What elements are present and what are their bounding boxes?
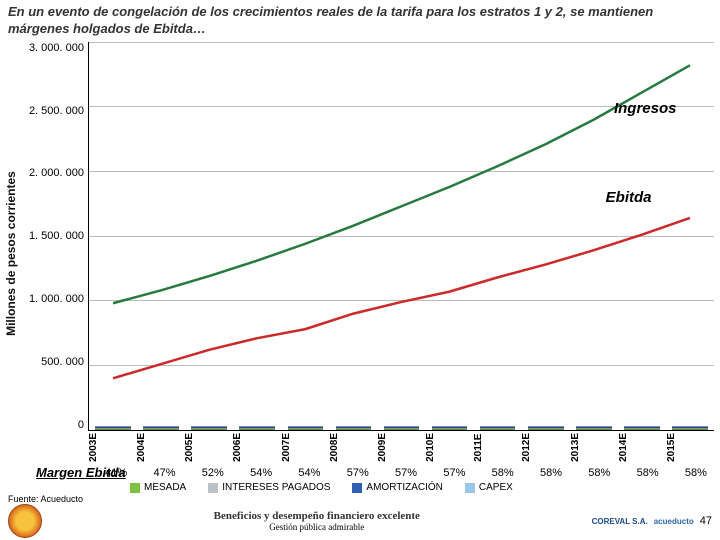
y-ticks: 3. 000. 000 2. 500. 000 2. 000. 000 1. 500.…	[20, 42, 88, 431]
legend-swatch	[352, 483, 362, 493]
source-label: Fuente: Acueducto	[0, 494, 720, 504]
x-tick: 2014E	[618, 431, 666, 465]
y-tick: 1. 500. 000	[29, 230, 84, 242]
x-tick: 2007E	[281, 431, 329, 465]
margin-value: 58%	[479, 467, 527, 479]
ingresos-label: Ingresos	[614, 100, 677, 117]
y-tick: 0	[78, 419, 84, 431]
y-axis-label: Millones de pesos corrientes	[2, 42, 20, 465]
logo-acueducto: acueducto	[654, 517, 694, 526]
margin-value: 57%	[382, 467, 430, 479]
logo-left	[8, 504, 42, 538]
margin-value: 58%	[575, 467, 623, 479]
slide: En un evento de congelación de los creci…	[0, 0, 720, 540]
footer-center: Beneficios y desempeño financiero excele…	[42, 510, 592, 532]
legend: MESADA INTERESES PAGADOS AMORTIZACIÓN CAPEX	[0, 482, 720, 493]
legend-swatch	[465, 483, 475, 493]
x-tick: 2008E	[329, 431, 377, 465]
x-axis-row: 2003E2004E2005E2006E2007E2008E2009E2010E…	[20, 431, 714, 465]
page-number: 47	[700, 515, 712, 527]
margin-value: 57%	[430, 467, 478, 479]
x-tick: 2004E	[136, 431, 184, 465]
x-tick: 2010E	[425, 431, 473, 465]
chart-wrap: Millones de pesos corrientes 3. 000. 000…	[0, 40, 720, 465]
margin-values: 41%47%52%54%54%57%57%57%58%58%58%58%58%	[92, 467, 720, 479]
legend-item: AMORTIZACIÓN	[352, 482, 442, 493]
logo-coreval: COREVAL S.A.	[592, 517, 648, 526]
plot-row: 3. 000. 000 2. 500. 000 2. 000. 000 1. 500.…	[20, 42, 714, 431]
margin-value: 52%	[189, 467, 237, 479]
footer-title: Beneficios y desempeño financiero excele…	[42, 510, 592, 522]
margin-value: 57%	[334, 467, 382, 479]
legend-swatch	[130, 483, 140, 493]
legend-label: INTERESES PAGADOS	[222, 482, 330, 493]
y-tick: 2. 500. 000	[29, 105, 84, 117]
legend-swatch	[208, 483, 218, 493]
y-tick: 1. 000. 000	[29, 293, 84, 305]
footer-sub: Gestión pública admirable	[42, 522, 592, 532]
x-tick: 2003E	[88, 431, 136, 465]
x-tick: 2012E	[521, 431, 569, 465]
slide-title: En un evento de congelación de los creci…	[8, 4, 712, 38]
x-tick: 2005E	[184, 431, 232, 465]
margin-value: 41%	[92, 467, 140, 479]
annotations: Ingresos Ebitda	[89, 42, 714, 430]
ebitda-label: Ebitda	[606, 189, 652, 206]
x-ticks: 2003E2004E2005E2006E2007E2008E2009E2010E…	[88, 431, 714, 465]
margin-value: 54%	[285, 467, 333, 479]
margin-value: 54%	[237, 467, 285, 479]
y-tick: 2. 000. 000	[29, 167, 84, 179]
margin-value: 47%	[140, 467, 188, 479]
margin-value: 58%	[672, 467, 720, 479]
footer: Beneficios y desempeño financiero excele…	[0, 504, 720, 540]
legend-item: CAPEX	[465, 482, 513, 493]
x-tick: 2006E	[232, 431, 280, 465]
chart-area: 3. 000. 000 2. 500. 000 2. 000. 000 1. 500.…	[20, 42, 714, 465]
title-box: En un evento de congelación de los creci…	[0, 0, 720, 40]
y-tick: 500. 000	[41, 356, 84, 368]
x-tick: 2011E	[473, 431, 521, 465]
x-tick: 2015E	[666, 431, 714, 465]
logos-right: COREVAL S.A. acueducto 47	[592, 515, 712, 527]
margin-value: 58%	[623, 467, 671, 479]
margin-value: 58%	[527, 467, 575, 479]
legend-item: INTERESES PAGADOS	[208, 482, 330, 493]
legend-label: AMORTIZACIÓN	[366, 482, 442, 493]
x-axis-spacer	[20, 431, 88, 465]
legend-label: CAPEX	[479, 482, 513, 493]
margin-block: Margen Ebitda 41%47%52%54%54%57%57%57%58…	[0, 466, 720, 480]
plot: Ingresos Ebitda	[88, 42, 714, 431]
x-tick: 2013E	[570, 431, 618, 465]
x-tick: 2009E	[377, 431, 425, 465]
legend-item: MESADA	[130, 482, 186, 493]
legend-label: MESADA	[144, 482, 186, 493]
y-tick: 3. 000. 000	[29, 42, 84, 54]
